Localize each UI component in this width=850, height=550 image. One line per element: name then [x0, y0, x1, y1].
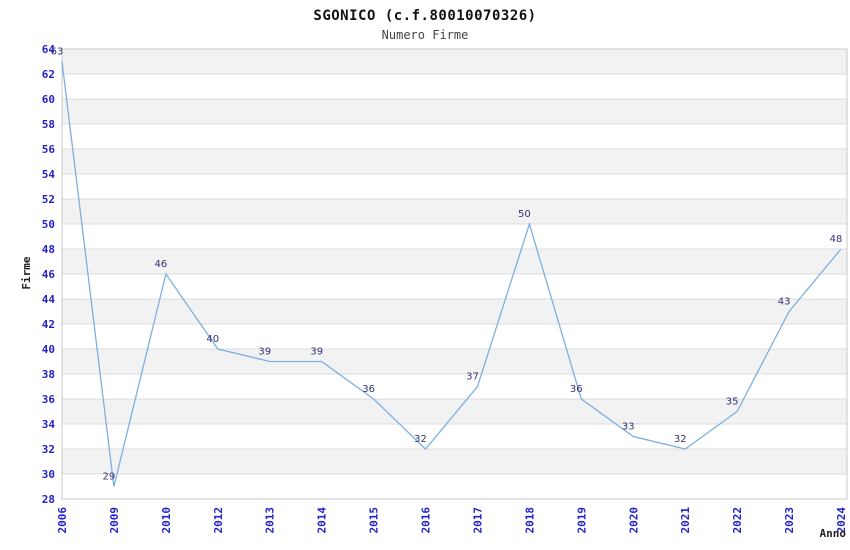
y-tick-label: 36 — [42, 393, 56, 406]
point-label: 46 — [155, 259, 168, 270]
y-tick-label: 64 — [42, 43, 56, 56]
y-tick-label: 62 — [42, 68, 55, 81]
x-tick-label: 2017 — [472, 507, 485, 534]
y-tick-label: 60 — [42, 93, 55, 106]
x-tick-label: 2022 — [731, 507, 744, 534]
grid-band — [62, 399, 847, 424]
point-label: 36 — [570, 384, 583, 395]
y-tick-label: 54 — [42, 168, 56, 181]
chart-title: SGONICO (c.f.80010070326) — [313, 8, 537, 24]
point-label: 29 — [103, 472, 116, 483]
grid-band — [62, 99, 847, 124]
x-tick-label: 2023 — [783, 507, 796, 534]
chart-subtitle: Numero Firme — [381, 28, 469, 42]
point-label: 39 — [258, 347, 271, 358]
series-line — [61, 61, 842, 487]
x-tick-label: 2024 — [835, 507, 848, 534]
point-label: 50 — [518, 209, 531, 220]
point-label: 32 — [414, 434, 427, 445]
point-label: 39 — [310, 347, 323, 358]
series-polyline — [61, 61, 842, 487]
point-labels: 63 29 46 40 39 39 36 32 37 50 36 33 32 35 43 48 — [51, 47, 843, 483]
x-tick-label: 2019 — [575, 507, 588, 534]
grid-band — [62, 449, 847, 474]
point-label: 33 — [622, 422, 635, 433]
grid-band — [62, 199, 847, 224]
y-tick-label: 48 — [42, 243, 55, 256]
x-tick-label: 2018 — [523, 507, 536, 534]
y-tick-label: 30 — [42, 468, 55, 481]
y-tick-label: 52 — [42, 193, 55, 206]
point-label: 35 — [726, 397, 739, 408]
point-label: 63 — [51, 47, 64, 58]
point-label: 48 — [830, 234, 843, 245]
gridlines — [61, 48, 848, 500]
y-axis-title: Firme — [20, 256, 33, 289]
x-tick-label: 2016 — [420, 507, 433, 534]
x-tick-label: 2012 — [212, 507, 225, 534]
x-tick-label: 2013 — [264, 507, 277, 534]
point-label: 40 — [206, 334, 219, 345]
y-tick-label: 32 — [42, 443, 55, 456]
y-tick-label: 42 — [42, 318, 55, 331]
grid-band — [62, 49, 847, 74]
x-tick-label: 2020 — [627, 507, 640, 534]
grid-band — [62, 149, 847, 174]
x-tick-label: 2014 — [316, 507, 329, 534]
y-tick-label: 34 — [42, 418, 56, 431]
plot-border — [61, 48, 848, 500]
grid-band — [62, 299, 847, 324]
grid-bands — [62, 49, 847, 474]
y-tick-label: 46 — [42, 268, 56, 281]
x-axis-title: Anno — [820, 527, 847, 540]
y-tick-label: 44 — [42, 293, 56, 306]
y-tick-label: 50 — [42, 218, 55, 231]
point-label: 32 — [674, 434, 687, 445]
y-tick-label: 28 — [42, 493, 55, 506]
y-tick-label: 56 — [42, 143, 56, 156]
x-tick-label: 2015 — [368, 507, 381, 534]
x-tick-label: 2021 — [679, 507, 692, 534]
point-label: 36 — [362, 384, 375, 395]
y-tick-label: 40 — [42, 343, 55, 356]
grid-band — [62, 349, 847, 374]
point-label: 43 — [778, 297, 791, 308]
y-tick-label: 58 — [42, 118, 55, 131]
x-tick-label: 2006 — [56, 507, 69, 534]
x-tick-label: 2010 — [160, 507, 173, 534]
y-tick-label: 38 — [42, 368, 55, 381]
x-tick-label: 2009 — [108, 507, 121, 534]
axis-tick-labels: 28 30 32 34 36 38 40 42 44 46 48 50 52 54 56 58 60 62 64 20… — [42, 43, 848, 534]
point-label: 37 — [466, 372, 479, 383]
grid-band — [62, 249, 847, 274]
